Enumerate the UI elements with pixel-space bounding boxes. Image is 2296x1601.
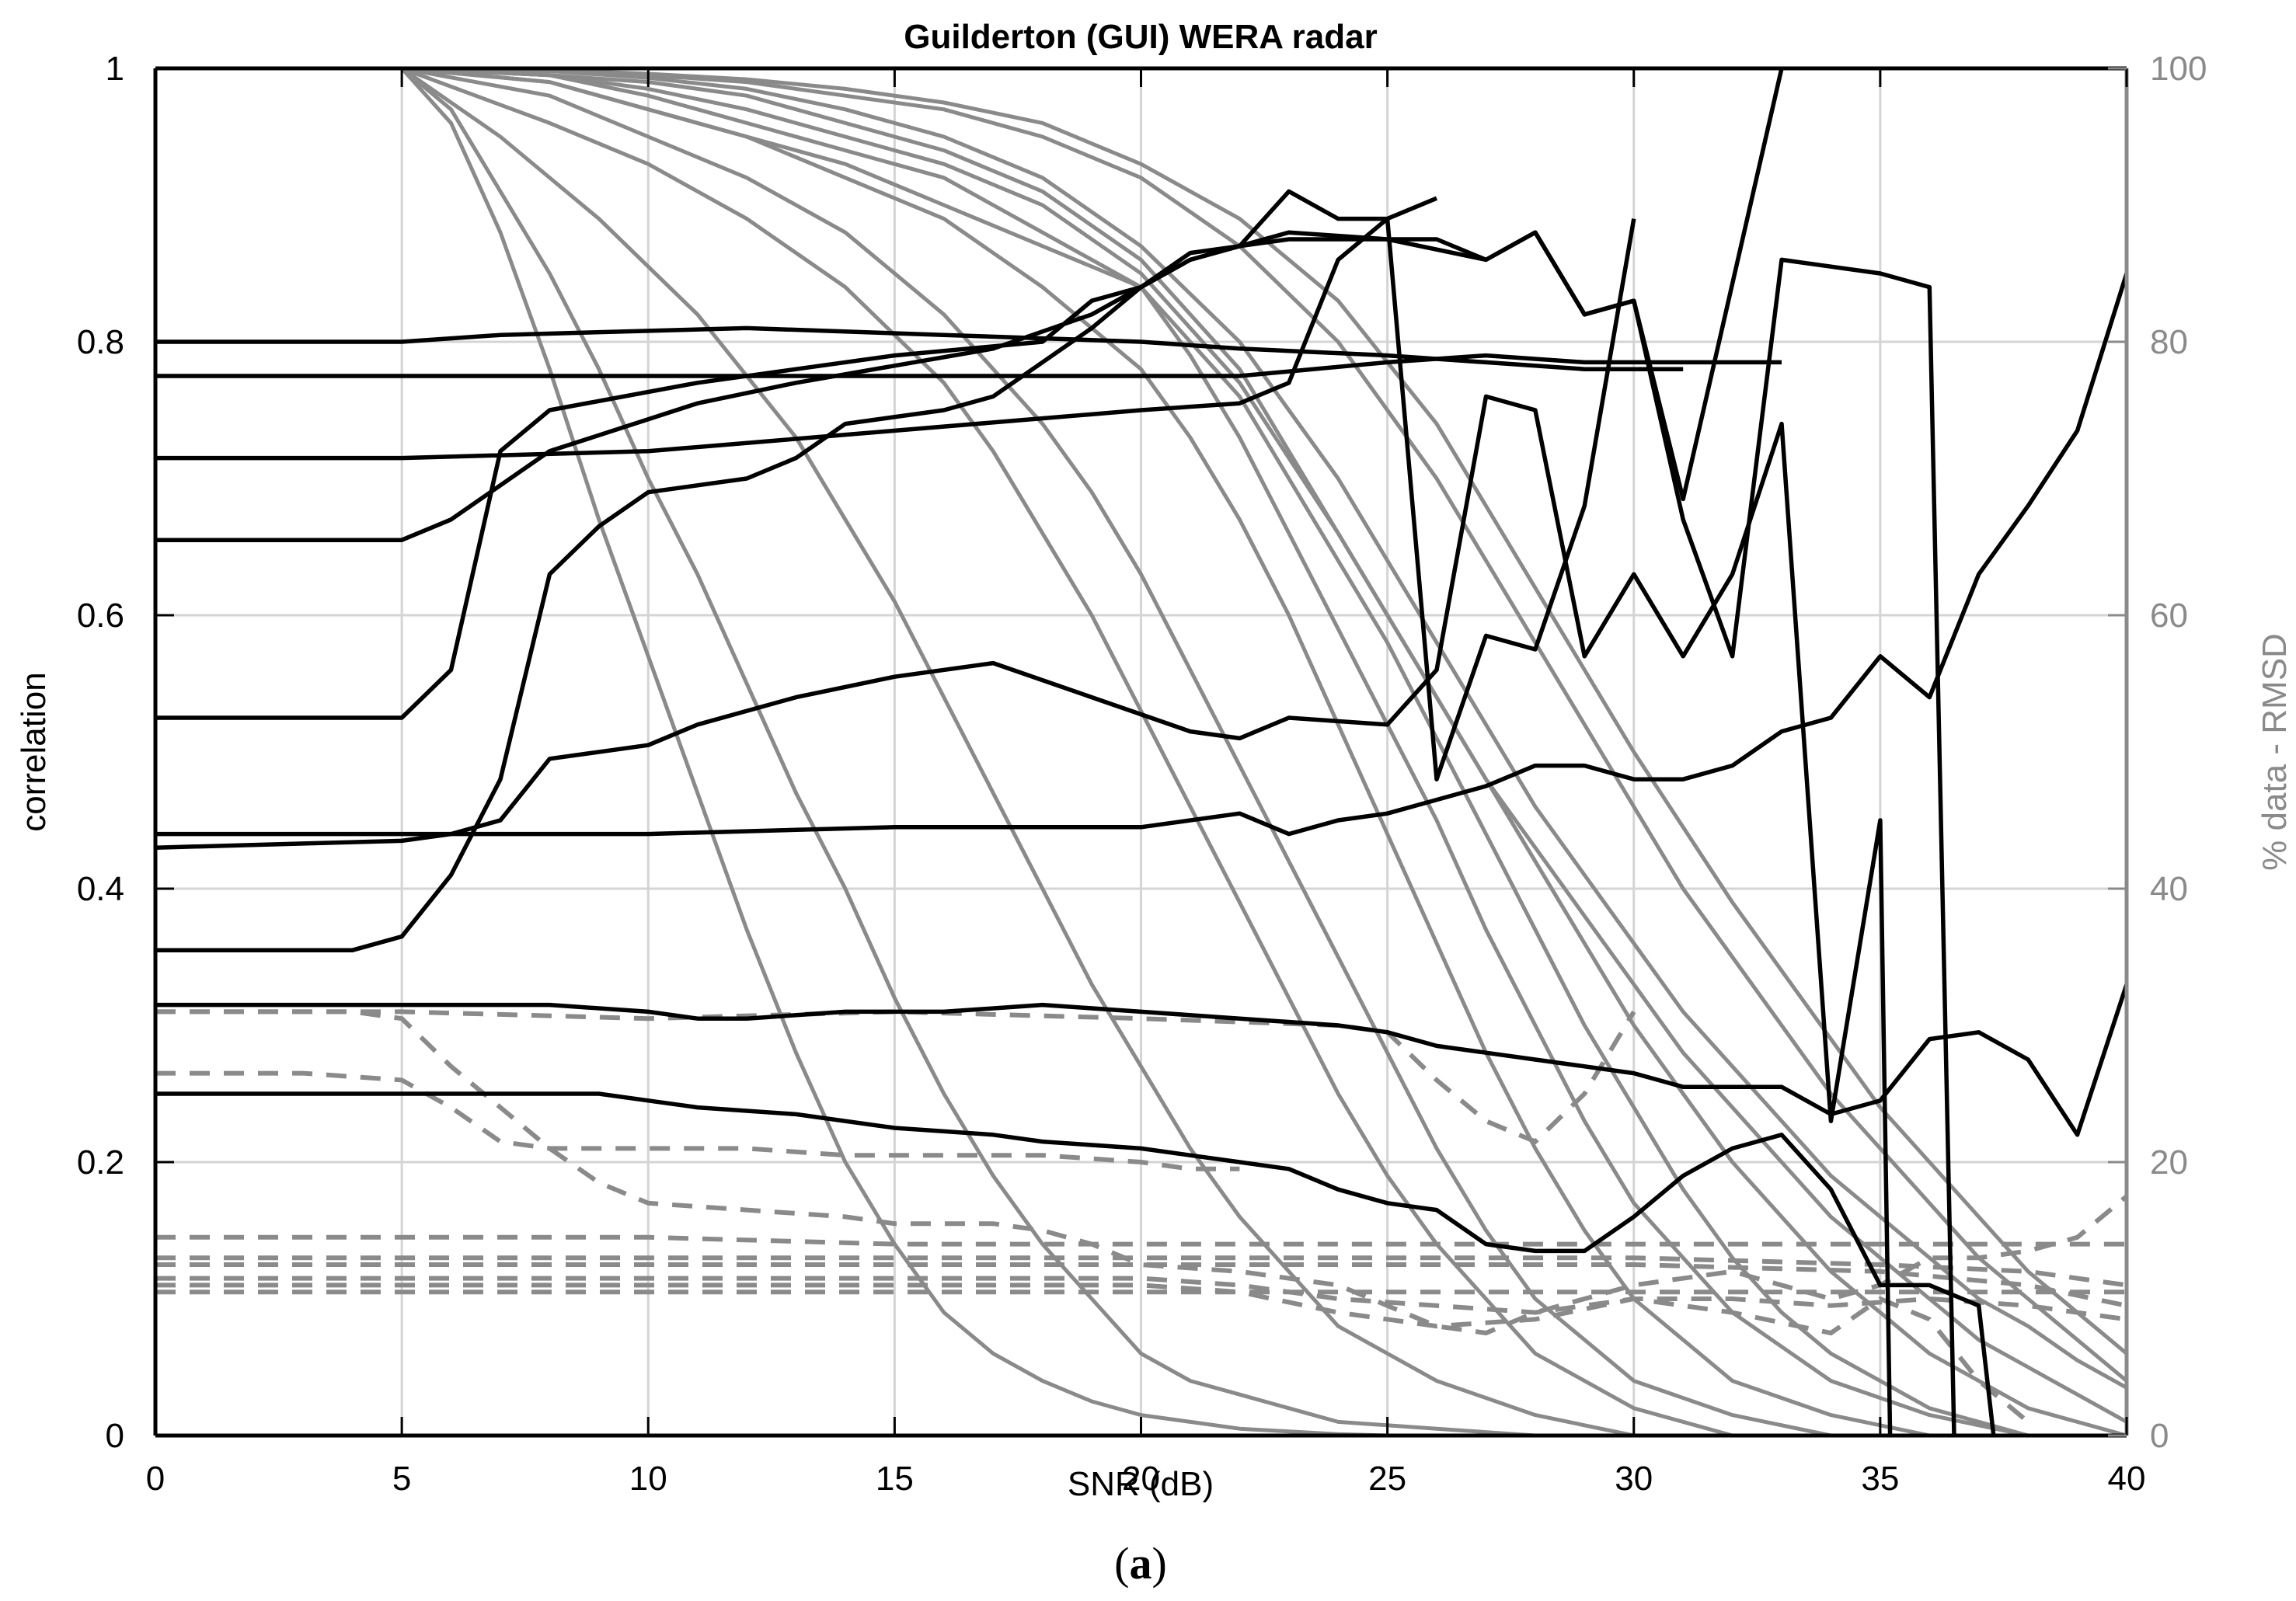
y-tick-label-right: 100 [2150,50,2207,88]
percent-data-line [155,68,2127,1383]
percent-data-line [155,68,2127,1356]
x-tick-label: 5 [392,1460,411,1498]
x-tick-label: 0 [146,1460,165,1498]
correlation-line [155,189,1636,781]
correlation-line [155,273,2127,837]
x-tick-label: 20 [1122,1460,1160,1498]
percent-data-line [155,68,1536,1436]
correlation-line [155,325,1684,371]
rmsd-dashed-line [155,1255,2127,1288]
caption-open-paren: ( [1114,1538,1129,1589]
axes [153,66,2129,1438]
rmsd-dashed-line [155,1283,2030,1424]
y-tick-label-right: 40 [2150,870,2188,908]
tick-labels: 0 5 10 15 20 25 30 35 4000.20.40.60.810204060801… [77,50,2207,1498]
percent-data-line [155,68,1388,1436]
y-tick-label-left: 0.8 [77,323,124,361]
x-tick-label: 40 [2108,1460,2146,1498]
percent-data-line [155,68,1831,1436]
x-tick-label: 25 [1368,1460,1406,1498]
percent-data-line [155,68,2127,1390]
y-tick-label-right: 60 [2150,597,2188,635]
y-tick-label-right: 20 [2150,1143,2188,1182]
x-axis-label: SNR (dB) [1068,1465,1214,1503]
figure-caption: (a) [1114,1538,1167,1589]
percent-data-line [155,68,1635,1436]
percent-data-line [155,68,2029,1436]
y-axis-label-left: correlation [15,672,53,831]
percent-data-series [155,68,2127,1436]
correlation-line [155,68,1784,952]
correlation-line [155,1091,1996,1436]
percent-data-line [155,68,1733,1436]
rmsd-dashed-line [155,1070,1240,1171]
correlation-line [155,230,1956,1436]
correlation-line [155,353,1782,378]
percent-data-line [155,68,2127,1424]
y-tick-label-left: 0.6 [77,597,124,635]
x-tick-label: 30 [1615,1460,1653,1498]
x-tick-label: 35 [1861,1460,1899,1498]
chart-title: Guilderton (GUI) WERA radar [904,18,1378,56]
correlation-line [155,394,1893,1436]
caption-letter: a [1130,1538,1152,1589]
rmsd-dashed-line [155,1262,2127,1308]
y-tick-label-right: 80 [2150,323,2188,361]
x-tick-label: 10 [629,1460,667,1498]
correlation-series [155,68,2127,1436]
y-tick-label-left: 0.4 [77,870,124,908]
y-tick-label-left: 0 [106,1417,124,1455]
y-tick-label-left: 1 [106,50,124,88]
y-tick-label-right: 0 [2150,1417,2169,1455]
y-tick-label-left: 0.2 [77,1143,124,1182]
caption-close-paren: ) [1152,1538,1167,1589]
x-tick-label: 15 [876,1460,914,1498]
rmsd-dashed-line [155,1276,2127,1322]
correlation-line [155,983,2127,1137]
rmsd-dashed-line [155,1234,2127,1247]
y-axis-label-right: % data - RMSD [2256,633,2294,871]
